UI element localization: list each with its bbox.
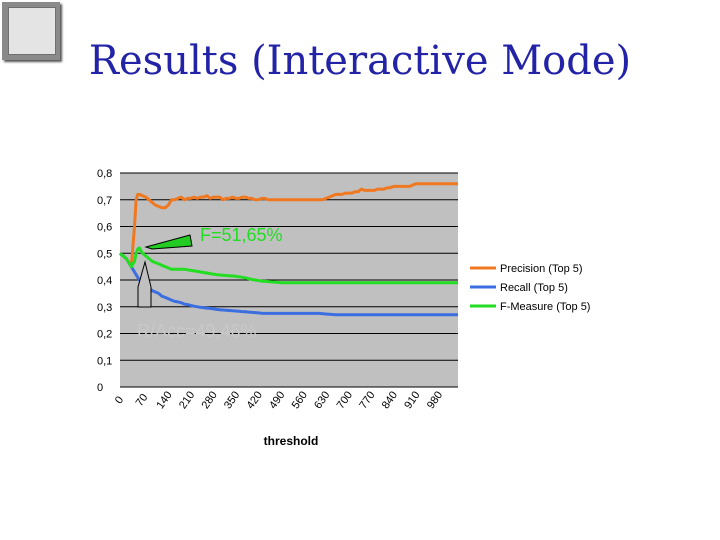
y-tick-label: 0,8 [97, 168, 112, 180]
x-tick-label: 70 [134, 392, 151, 409]
x-tick-label: 700 [335, 389, 355, 411]
x-tick-label: 210 [177, 389, 197, 411]
x-tick-label: 630 [312, 389, 332, 411]
x-tick-label: 140 [154, 389, 174, 411]
legend-label: Precision (Top 5) [500, 263, 583, 275]
x-axis-title: threshold [264, 434, 319, 448]
y-tick-label: 0,2 [97, 329, 112, 341]
x-tick-label: 840 [380, 389, 400, 411]
y-tick-label: 0,3 [97, 302, 112, 314]
x-tick-label: 350 [222, 389, 242, 411]
sketch-logo-image [2, 2, 60, 60]
legend-label: F-Measure (Top 5) [500, 301, 590, 313]
series-line [119, 182, 458, 269]
y-tick-label: 0,6 [97, 222, 112, 234]
slide-title: Results (Interactive Mode) [88, 38, 632, 84]
f-measure-callout-shape [144, 234, 193, 250]
y-tick-label: 0 [97, 382, 103, 394]
legend-label: Recall (Top 5) [500, 282, 568, 294]
y-tick-label: 0,5 [97, 248, 112, 260]
y-tick-label: 0,4 [97, 275, 112, 287]
x-tick-label: 0 [113, 394, 126, 406]
series-line [119, 246, 458, 285]
annotation-recall: R/Acc=49,46% [137, 321, 257, 341]
x-tick-label: 910 [402, 389, 422, 411]
x-tick-label: 490 [267, 389, 287, 411]
x-tick-label: 420 [245, 389, 265, 411]
x-tick-label: 560 [290, 389, 310, 411]
series-line [119, 252, 458, 317]
x-tick-label: 770 [357, 389, 377, 411]
annotation-f-measure: F=51,65% [200, 225, 283, 245]
recall-callout-shape [137, 260, 152, 308]
x-tick-label: 280 [199, 389, 219, 411]
y-tick-label: 0,1 [97, 355, 112, 367]
x-tick-label: 980 [425, 389, 445, 411]
y-tick-label: 0,7 [97, 195, 112, 207]
